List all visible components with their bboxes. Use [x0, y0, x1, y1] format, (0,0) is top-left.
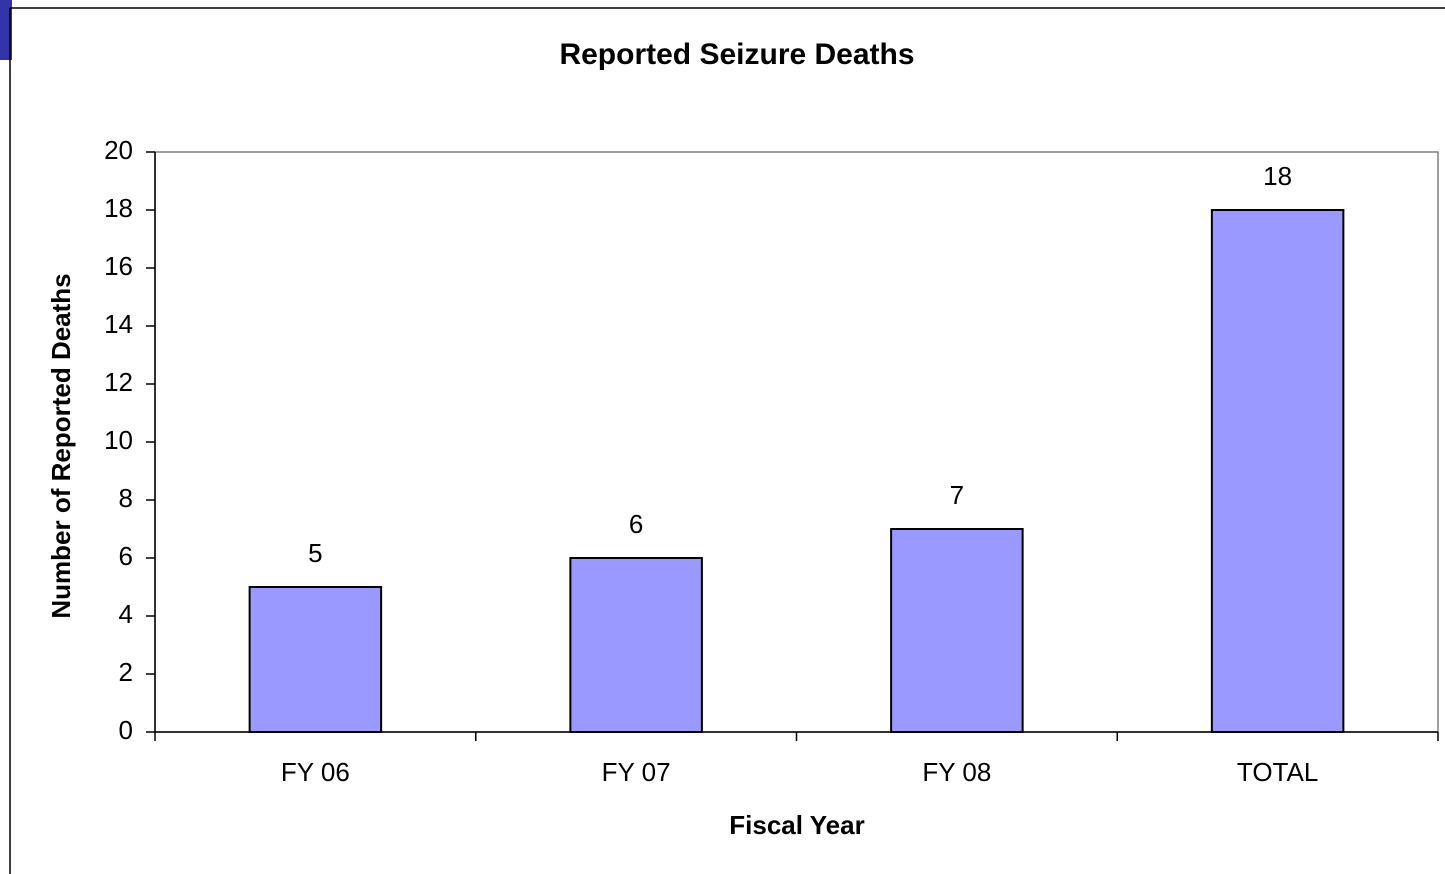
data-label: 6: [629, 509, 643, 539]
bar: [1210, 209, 1345, 733]
y-tick-label: 6: [119, 541, 133, 571]
chart-title: Reported Seizure Deaths: [559, 38, 914, 71]
y-tick-label: 12: [104, 367, 133, 397]
bar: [890, 528, 1024, 733]
data-label: 5: [308, 538, 322, 568]
corner-decoration: [0, 0, 12, 60]
y-tick-label: 0: [119, 715, 133, 745]
y-axis-label: Number of Reported Deaths: [46, 273, 76, 618]
x-axis-label: Fiscal Year: [729, 810, 864, 840]
y-tick-label: 10: [104, 425, 133, 455]
x-tick-label: TOTAL: [1237, 757, 1318, 787]
data-label: 18: [1263, 161, 1292, 191]
x-tick-label: FY 07: [602, 757, 671, 787]
y-tick-label: 20: [104, 135, 133, 165]
y-tick-label: 2: [119, 657, 133, 687]
data-label: 7: [950, 480, 964, 510]
bar: [569, 557, 703, 733]
y-tick-label: 14: [104, 309, 133, 339]
bar: [248, 586, 383, 733]
x-tick-label: FY 06: [281, 757, 350, 787]
x-tick-label: FY 08: [922, 757, 991, 787]
y-tick-label: 8: [119, 483, 133, 513]
y-tick-label: 18: [104, 193, 133, 223]
y-tick-label: 16: [104, 251, 133, 281]
y-tick-label: 4: [119, 599, 133, 629]
